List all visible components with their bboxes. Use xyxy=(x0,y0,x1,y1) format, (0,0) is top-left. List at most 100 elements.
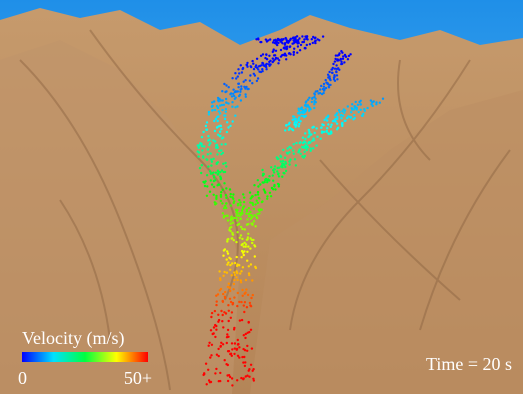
particle xyxy=(235,241,237,243)
particle xyxy=(299,120,301,122)
particle xyxy=(224,296,226,298)
particle xyxy=(274,165,276,167)
particle xyxy=(253,68,255,70)
particle xyxy=(313,92,315,94)
particle xyxy=(346,117,348,119)
particle xyxy=(236,379,238,381)
particle xyxy=(320,85,322,87)
particle xyxy=(209,191,211,193)
particle xyxy=(248,213,250,215)
particle xyxy=(347,58,349,60)
particle xyxy=(218,98,220,100)
particle xyxy=(287,152,289,154)
particle xyxy=(229,188,231,190)
particle xyxy=(223,114,225,116)
particle xyxy=(225,207,227,209)
particle xyxy=(220,125,222,127)
particle xyxy=(325,116,327,118)
particle xyxy=(209,152,211,154)
particle xyxy=(302,146,304,148)
particle xyxy=(259,183,261,185)
particle xyxy=(330,124,332,126)
particle xyxy=(231,262,233,264)
particle xyxy=(216,300,218,302)
particle xyxy=(228,229,230,231)
particle xyxy=(231,311,233,313)
particle xyxy=(323,86,325,88)
particle xyxy=(245,86,247,88)
particle xyxy=(304,151,306,153)
particle xyxy=(250,364,252,366)
particle xyxy=(238,215,240,217)
particle xyxy=(233,283,235,285)
particle xyxy=(289,46,291,48)
particle xyxy=(233,296,235,298)
particle xyxy=(274,188,276,190)
particle xyxy=(253,184,255,186)
particle xyxy=(314,42,316,44)
particle xyxy=(234,72,236,74)
particle xyxy=(350,116,352,118)
particle xyxy=(244,293,246,295)
particle xyxy=(217,314,219,316)
particle xyxy=(249,211,251,213)
particle xyxy=(222,189,224,191)
particle xyxy=(310,133,312,135)
particle xyxy=(232,89,234,91)
particle xyxy=(366,107,368,109)
particle xyxy=(241,243,243,245)
particle xyxy=(204,185,206,187)
particle xyxy=(303,41,305,43)
particle xyxy=(268,55,270,57)
particle xyxy=(246,209,248,211)
particle xyxy=(265,53,267,55)
particle xyxy=(231,237,233,239)
particle xyxy=(208,113,210,115)
particle xyxy=(233,239,235,241)
particle xyxy=(323,83,325,85)
particle xyxy=(203,182,205,184)
particle xyxy=(208,379,210,381)
particle xyxy=(235,217,237,219)
color-bar xyxy=(22,352,148,362)
particle xyxy=(217,173,219,175)
particle xyxy=(248,215,250,217)
particle xyxy=(257,191,259,193)
particle xyxy=(212,158,214,160)
particle xyxy=(246,239,248,241)
particle xyxy=(215,202,217,204)
particle xyxy=(213,100,215,102)
particle xyxy=(241,250,243,252)
particle xyxy=(242,295,244,297)
particle xyxy=(337,127,339,129)
particle xyxy=(231,348,233,350)
particle xyxy=(240,218,242,220)
particle xyxy=(280,49,282,51)
particle xyxy=(295,120,297,122)
particle xyxy=(247,88,249,90)
particle xyxy=(264,65,266,67)
particle xyxy=(343,61,345,63)
particle xyxy=(219,346,221,348)
particle xyxy=(273,184,275,186)
particle xyxy=(238,301,240,303)
particle xyxy=(220,310,222,312)
particle xyxy=(227,329,229,331)
particle xyxy=(240,301,242,303)
particle xyxy=(247,294,249,296)
particle xyxy=(226,258,228,260)
particle xyxy=(225,108,227,110)
particle xyxy=(311,38,313,40)
particle xyxy=(292,119,294,121)
particle xyxy=(251,60,253,62)
particle xyxy=(304,132,306,134)
particle xyxy=(219,175,221,177)
particle xyxy=(215,304,217,306)
particle xyxy=(262,62,264,64)
particle xyxy=(280,55,282,57)
particle xyxy=(213,326,215,328)
particle xyxy=(319,92,321,94)
particle xyxy=(325,87,327,89)
particle xyxy=(344,109,346,111)
particle xyxy=(261,169,263,171)
